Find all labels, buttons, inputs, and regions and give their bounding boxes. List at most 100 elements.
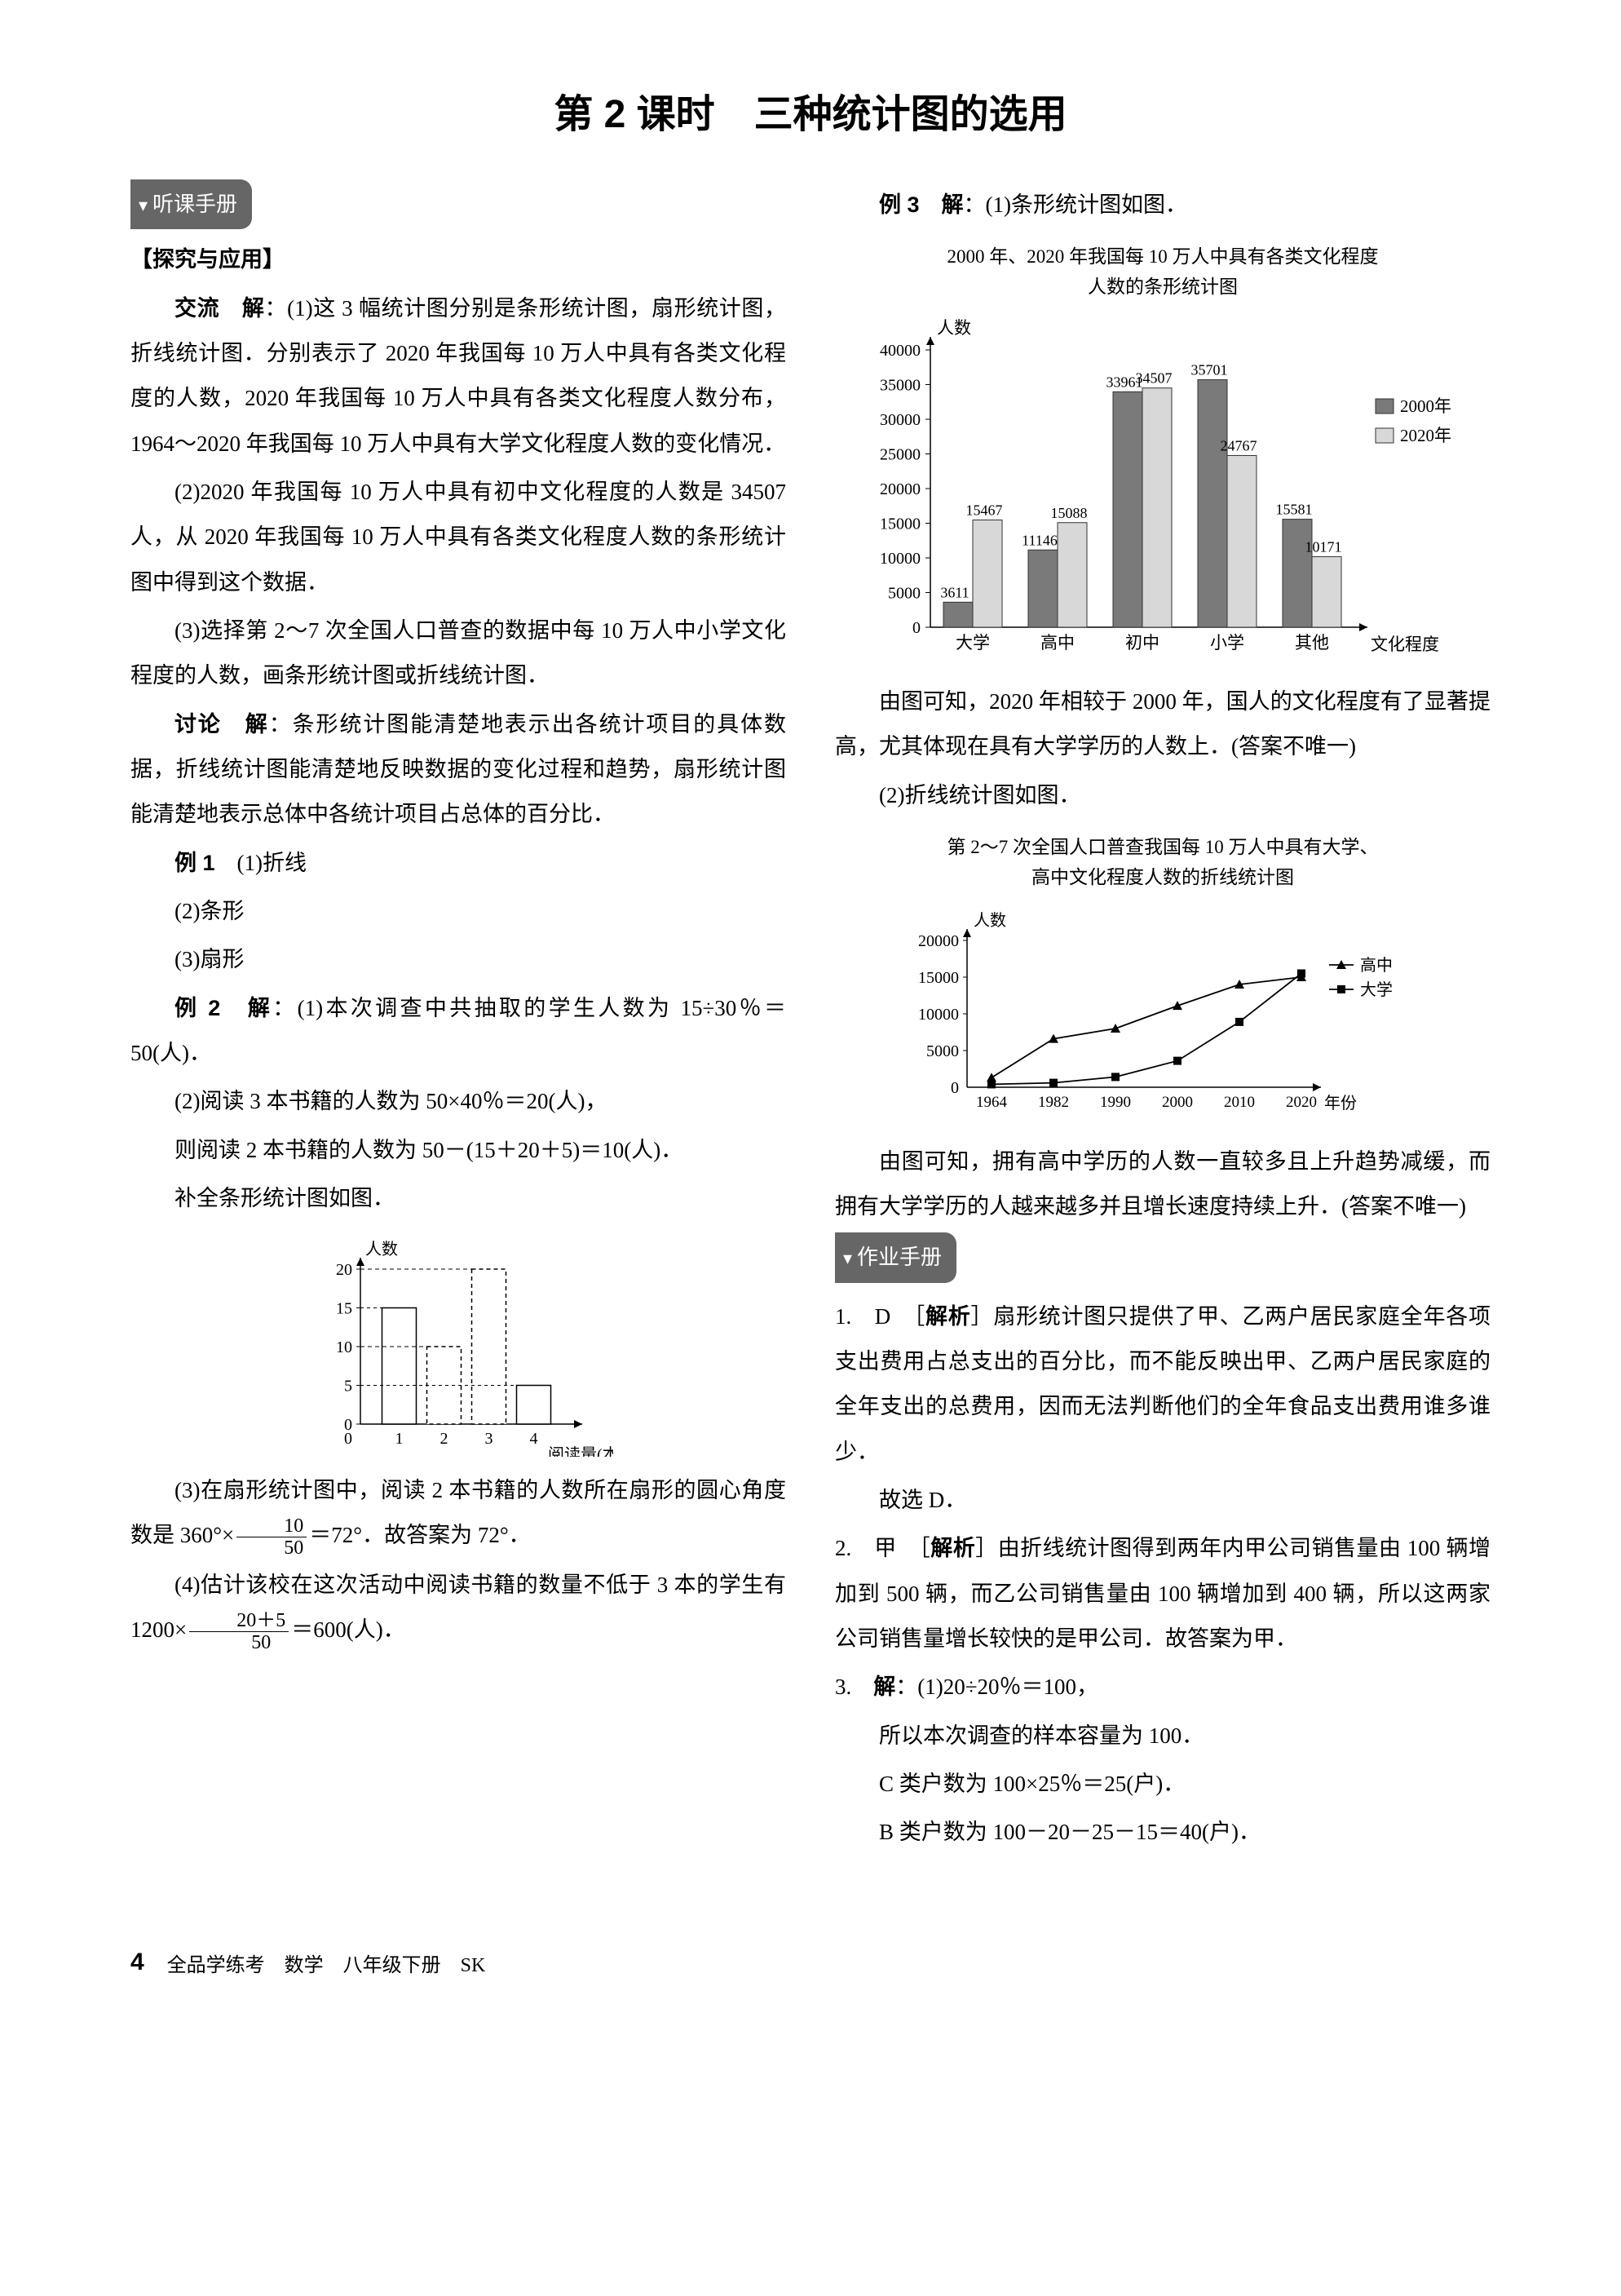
text: ＝600(人)． <box>291 1617 404 1642</box>
label-jie: 解 <box>873 1674 895 1699</box>
svg-text:1982: 1982 <box>1038 1094 1069 1111</box>
left-column: 听课手册 【探究与应用】 交流 解：(1)这 3 幅统计图分别是条形统计图，扇形… <box>130 179 786 1859</box>
bar-chart-title-1: 2000 年、2020 年我国每 10 万人中具有各类文化程度 <box>835 242 1491 272</box>
page-number: 4 <box>130 1949 144 1976</box>
label-jiexi: 解析 <box>925 1304 971 1329</box>
svg-text:文化程度: 文化程度 <box>1371 635 1439 654</box>
svg-text:20: 20 <box>336 1261 352 1279</box>
svg-text:40000: 40000 <box>880 342 921 360</box>
svg-text:人数: 人数 <box>365 1240 398 1259</box>
denominator: 50 <box>189 1632 289 1653</box>
svg-text:0: 0 <box>344 1430 352 1448</box>
label-taolun: 讨论 <box>174 712 222 737</box>
q3-3: C 类户数为 100×25％＝25(户)． <box>835 1762 1491 1807</box>
svg-text:34507: 34507 <box>1136 370 1173 387</box>
text: ：(1)这 3 幅统计图分别是条形统计图，扇形统计图，折线统计图．分别表示了 2… <box>130 296 786 456</box>
svg-text:30000: 30000 <box>880 411 921 429</box>
svg-text:15088: 15088 <box>1051 505 1088 521</box>
bar-chart-title-2: 人数的条形统计图 <box>835 272 1491 303</box>
svg-text:5: 5 <box>344 1377 352 1395</box>
section-tag-homework: 作业手册 <box>835 1232 956 1282</box>
numerator: 10 <box>236 1515 307 1537</box>
q1-end: 故选 D． <box>835 1478 1491 1523</box>
svg-text:20000: 20000 <box>880 480 921 498</box>
svg-text:初中: 初中 <box>1125 633 1159 653</box>
example-2-2: (2)阅读 3 本书籍的人数为 50×40％＝20(人)， <box>130 1079 786 1124</box>
svg-text:35000: 35000 <box>880 376 921 394</box>
q1: 1. D ［解析］扇形统计图只提供了甲、乙两户居民家庭全年各项支出费用占总支出的… <box>835 1294 1491 1475</box>
example-3-4: 由图可知，拥有高中学历的人数一直较多且上升趋势减缓，而拥有大学学历的人越来越多并… <box>835 1139 1491 1230</box>
label-jie: 解 <box>942 192 964 217</box>
svg-text:1: 1 <box>395 1430 404 1448</box>
svg-text:15000: 15000 <box>918 969 959 987</box>
svg-text:20000: 20000 <box>918 932 959 950</box>
svg-text:3611: 3611 <box>940 584 969 600</box>
line-chart-title-1: 第 2～7 次全国人口普查我国每 10 万人中具有大学、 <box>835 833 1491 863</box>
svg-text:大学: 大学 <box>1360 980 1393 999</box>
svg-text:人数: 人数 <box>974 911 1006 930</box>
label-jie: 解 <box>245 712 269 737</box>
example-2-4: 补全条形统计图如图． <box>130 1176 786 1221</box>
svg-text:阅读量(本): 阅读量(本) <box>548 1445 613 1457</box>
label-ex1: 例 1 <box>174 851 215 875</box>
text: (1)折线 <box>237 851 307 875</box>
label-ex3: 例 3 <box>879 192 920 217</box>
svg-text:高中: 高中 <box>1360 956 1393 975</box>
svg-text:11146: 11146 <box>1022 532 1058 548</box>
example-2-1: 例 2 解：(1)本次调查中共抽取的学生人数为 15÷30％＝50(人)． <box>130 986 786 1077</box>
q2: 2. 甲 ［解析］由折线统计图得到两年内甲公司销售量由 100 辆增加到 500… <box>835 1526 1491 1661</box>
section-tag-lecture: 听课手册 <box>130 179 252 229</box>
line-chart-title-2: 高中文化程度人数的折线统计图 <box>835 863 1491 893</box>
example-3-3: (2)折线统计图如图． <box>835 773 1491 818</box>
q3-1: ：(1)20÷20％＝100， <box>895 1674 1098 1699</box>
q1-pre: 1. D ［ <box>835 1304 925 1329</box>
svg-text:1964: 1964 <box>976 1094 1008 1111</box>
example-1-3: (3)扇形 <box>130 937 786 982</box>
svg-text:5000: 5000 <box>926 1042 959 1060</box>
q3-4: B 类户数为 100－20－25－15＝40(户)． <box>835 1810 1491 1855</box>
svg-text:15581: 15581 <box>1276 501 1313 517</box>
svg-text:3: 3 <box>485 1430 493 1448</box>
page-footer: 4 全品学练考 数学 八年级下册 SK <box>130 1949 1491 1977</box>
numerator: 20＋5 <box>189 1610 289 1632</box>
text-jiaoliu-3: (3)选择第 2～7 次全国人口普查的数据中每 10 万人中小学文化程度的人数，… <box>130 608 786 699</box>
svg-text:2020年: 2020年 <box>1400 426 1451 445</box>
label-ex2: 例 2 <box>174 996 220 1020</box>
label-jie: 解 <box>248 996 272 1020</box>
label-jie: 解 <box>242 296 265 321</box>
reading-bar-chart: 人数阅读量(本)0510152012340 <box>130 1236 786 1457</box>
label-jiaoliu: 交流 <box>174 296 219 321</box>
fraction-1: 1050 <box>236 1515 307 1559</box>
svg-text:10000: 10000 <box>880 550 921 568</box>
line-chart-wrap: 第 2～7 次全国人口普查我国每 10 万人中具有大学、 高中文化程度人数的折线… <box>835 833 1491 1128</box>
svg-text:小学: 小学 <box>1210 633 1244 653</box>
text: ：条形统计图能清楚地表示出各统计项目的具体数据，折线统计图能清楚地反映数据的变化… <box>130 712 786 827</box>
svg-text:其他: 其他 <box>1295 633 1329 653</box>
example-1-2: (2)条形 <box>130 889 786 934</box>
svg-text:25000: 25000 <box>880 445 921 463</box>
svg-text:0: 0 <box>912 619 921 637</box>
svg-text:人数: 人数 <box>937 318 971 338</box>
svg-text:10: 10 <box>336 1338 352 1356</box>
denominator: 50 <box>236 1537 307 1559</box>
text: ：(1)条形统计图如图． <box>964 192 1187 217</box>
example-3-1: 例 3 解：(1)条形统计图如图． <box>835 183 1491 228</box>
svg-text:1990: 1990 <box>1100 1094 1131 1111</box>
right-column: 例 3 解：(1)条形统计图如图． 2000 年、2020 年我国每 10 万人… <box>835 179 1491 1859</box>
fraction-2: 20＋550 <box>189 1610 289 1654</box>
svg-text:高中: 高中 <box>1040 633 1075 653</box>
example-3-2: 由图可知，2020 年相较于 2000 年，国人的文化程度有了显著提高，尤其体现… <box>835 679 1491 770</box>
svg-text:大学: 大学 <box>956 633 990 653</box>
svg-text:5000: 5000 <box>888 584 921 602</box>
page-title: 第 2 课时 三种统计图的选用 <box>130 82 1491 139</box>
svg-text:2020: 2020 <box>1286 1094 1317 1111</box>
book-title: 全品学练考 数学 八年级下册 SK <box>167 1949 486 1977</box>
q2-pre: 2. 甲 ［ <box>835 1536 930 1560</box>
svg-text:2000年: 2000年 <box>1400 396 1451 416</box>
text: ＝72°．故答案为 72°． <box>309 1523 530 1547</box>
svg-text:2000: 2000 <box>1162 1094 1193 1111</box>
subhead-explore: 【探究与应用】 <box>130 237 786 282</box>
svg-text:4: 4 <box>530 1430 538 1448</box>
svg-text:2010: 2010 <box>1224 1094 1255 1111</box>
svg-text:15: 15 <box>336 1299 352 1317</box>
